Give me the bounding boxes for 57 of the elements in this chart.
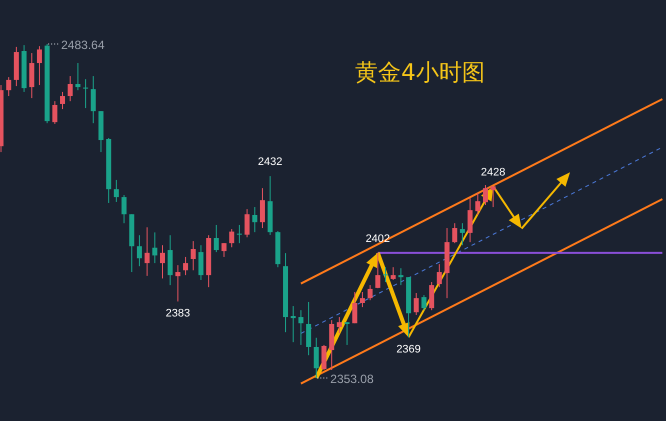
candlestick [260, 188, 265, 229]
candlestick [314, 337, 319, 378]
candlestick [136, 234, 142, 267]
candlestick [6, 76, 12, 97]
candlestick [360, 291, 365, 308]
candlestick [352, 291, 358, 324]
candlestick [290, 306, 296, 343]
annotation: 2483.64 [61, 38, 105, 52]
candlestick [468, 198, 473, 243]
candlestick [229, 228, 234, 248]
candlestick [36, 46, 42, 86]
candlestick [390, 266, 396, 280]
candlestick [482, 184, 488, 206]
candlestick [436, 264, 442, 288]
candlestick [160, 244, 165, 279]
candlestick [68, 76, 73, 102]
candlestick [383, 266, 388, 283]
candlestick [429, 282, 434, 311]
annotation: 2383 [166, 307, 190, 320]
candlestick [214, 224, 219, 253]
candlestick [336, 316, 342, 334]
text: 黄金4小时图 [355, 60, 485, 86]
candlestick [244, 208, 250, 238]
candlestick [52, 100, 58, 124]
candlestick [114, 179, 119, 202]
candlestick [414, 292, 419, 316]
candlestick [122, 194, 127, 224]
candlestick [375, 252, 380, 289]
candlestick [452, 222, 458, 244]
candlestick [252, 206, 258, 233]
candlestick [344, 322, 350, 346]
candlestick [183, 256, 188, 276]
candlestick [321, 344, 326, 371]
candlestick [398, 268, 404, 286]
candlestick [236, 224, 242, 244]
candlestick [90, 76, 96, 124]
candlestick [368, 284, 373, 301]
candlestick [198, 244, 204, 280]
candlestick [60, 91, 66, 110]
candlestick [306, 301, 312, 356]
annotation: 2402 [366, 232, 390, 245]
candlestick [175, 264, 180, 302]
candlestick [152, 232, 158, 264]
candlestick [83, 78, 88, 109]
candlestick [190, 240, 196, 271]
candlestick [421, 294, 426, 311]
candlestick [222, 242, 227, 258]
annotation: 2432 [258, 156, 282, 168]
annotation: 2369 [396, 343, 421, 356]
candlestick [144, 226, 150, 276]
annotation: 2353.08 [330, 372, 374, 386]
candlestick [75, 62, 80, 91]
annotation: 2428 [480, 166, 506, 178]
candlestick [460, 222, 465, 246]
candlestick [298, 310, 304, 346]
candlestick [490, 186, 496, 208]
candlestick [475, 192, 480, 216]
